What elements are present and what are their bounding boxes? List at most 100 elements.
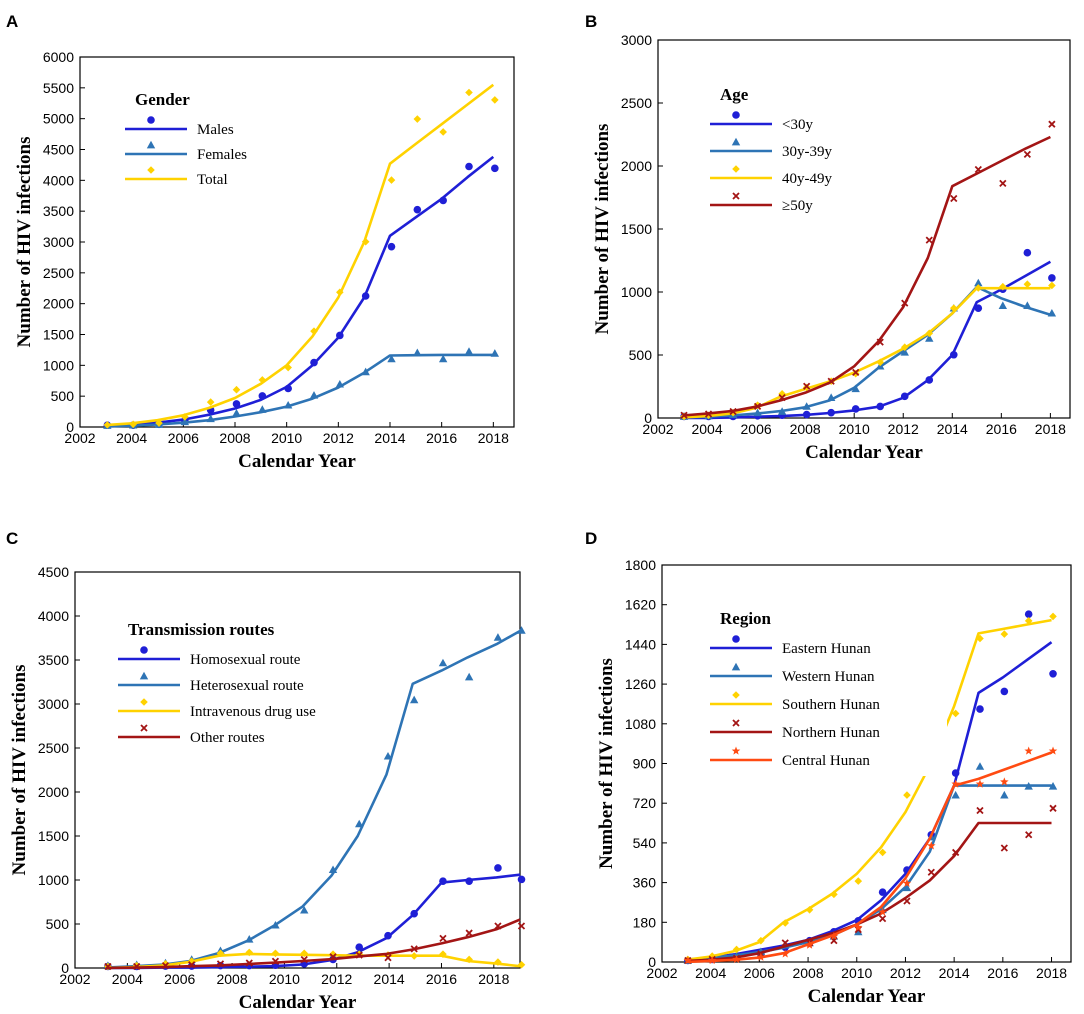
y-tick-label: 1000 [38,872,69,888]
data-point [284,363,292,372]
legend-label: 30y-39y [782,144,832,160]
series-western-hunan [683,762,1058,964]
data-point [951,769,960,777]
data-point [1048,746,1058,755]
legend-label: Southern Hunan [782,697,880,713]
legend-marker [732,719,740,727]
data-point [361,237,370,246]
legend-label: Western Hunan [782,669,875,685]
legend-label: Intravenous drug use [190,704,316,720]
data-point [258,392,267,400]
x-tick-label: 2012 [890,965,921,981]
data-point [413,348,422,357]
data-point [900,392,909,401]
x-tick-label: 2008 [219,430,250,446]
data-point [494,922,502,930]
y-tick-label: 0 [648,954,656,970]
y-tick-label: 1500 [43,327,74,343]
data-point [355,951,363,959]
data-point [271,920,280,929]
legend-marker [147,166,155,174]
y-tick-label: 5000 [43,111,74,127]
data-point [753,408,762,417]
x-tick-label: 2008 [792,965,823,981]
legend-item: Western Hunan [710,662,875,685]
data-point [925,236,933,244]
x-tick-label: 2014 [374,430,405,446]
data-point [999,179,1007,188]
x-tick-label: 2010 [269,971,300,987]
data-point [876,402,885,411]
y-tick-label: 3000 [43,234,74,250]
data-point [187,957,196,966]
data-point [802,410,811,419]
x-tick-label: 2002 [642,421,673,437]
y-tick-label: 2500 [38,740,69,756]
data-point [974,304,983,312]
data-point [778,393,786,402]
chart-panel-b: B 2002 2004 2006 2008 2010 2012 2014 2016 2018 0 50… [585,12,1071,463]
data-point [952,848,960,857]
plot-frame [74,571,521,969]
x-tick-label: 2016 [426,430,457,446]
y-tick-label: 4500 [38,564,69,580]
legend-marker [140,698,148,706]
x-tick-label: 2018 [478,430,509,446]
series-females [103,347,500,429]
data-point [756,952,766,961]
legend-marker [731,746,741,755]
legend-item: Total [125,166,228,188]
chart-panel-d: D 2002 2004 2006 2008 2010 2012 2014 2016 2018 0 18… [585,529,1072,1007]
legend-title: Age [720,85,749,104]
data-point [439,950,447,958]
data-point [465,955,473,964]
legend-box [125,87,325,192]
y-tick-label: 2000 [38,784,69,800]
data-point [300,955,308,964]
y-axis-title: Number of HIV infections [596,658,617,869]
data-point [900,348,909,356]
data-point [1049,669,1057,678]
panel-letter: B [585,12,597,31]
data-point [413,115,422,123]
legend-marker [146,140,156,149]
x-tick-label: 2002 [64,430,95,446]
data-point [732,945,741,954]
data-point [732,954,741,964]
data-point [729,407,737,416]
legend-item: Other routes [118,724,265,746]
x-tick-label: 2004 [691,421,722,437]
series-30y-39y [679,278,1057,420]
data-point [387,176,396,184]
data-point [902,883,912,892]
data-point [1048,120,1056,128]
fit-line [105,353,494,428]
x-tick-label: 2012 [888,421,919,437]
series-total [103,83,499,429]
data-point [827,408,835,417]
y-tick-label: 1260 [625,676,656,692]
legend-label: Total [197,172,228,188]
y-tick-label: 500 [629,347,653,363]
x-tick-label: 2018 [1036,965,1067,981]
y-tick-label: 900 [633,756,657,772]
data-point [951,709,960,718]
panel-letter: C [6,529,18,548]
data-point [232,385,241,394]
legend-marker [731,137,741,146]
data-point [1000,687,1009,696]
x-tick-label: 2014 [939,965,970,981]
data-point [949,304,958,312]
data-point [129,420,137,429]
data-point [181,413,189,421]
x-tick-label: 2010 [841,965,872,981]
series-50y [680,120,1056,419]
data-point [387,354,396,363]
data-point [827,377,835,385]
data-point [188,961,196,969]
data-point [1000,790,1009,799]
data-point [777,407,787,415]
data-point [258,376,267,384]
data-point [878,848,887,857]
data-point [387,242,396,251]
